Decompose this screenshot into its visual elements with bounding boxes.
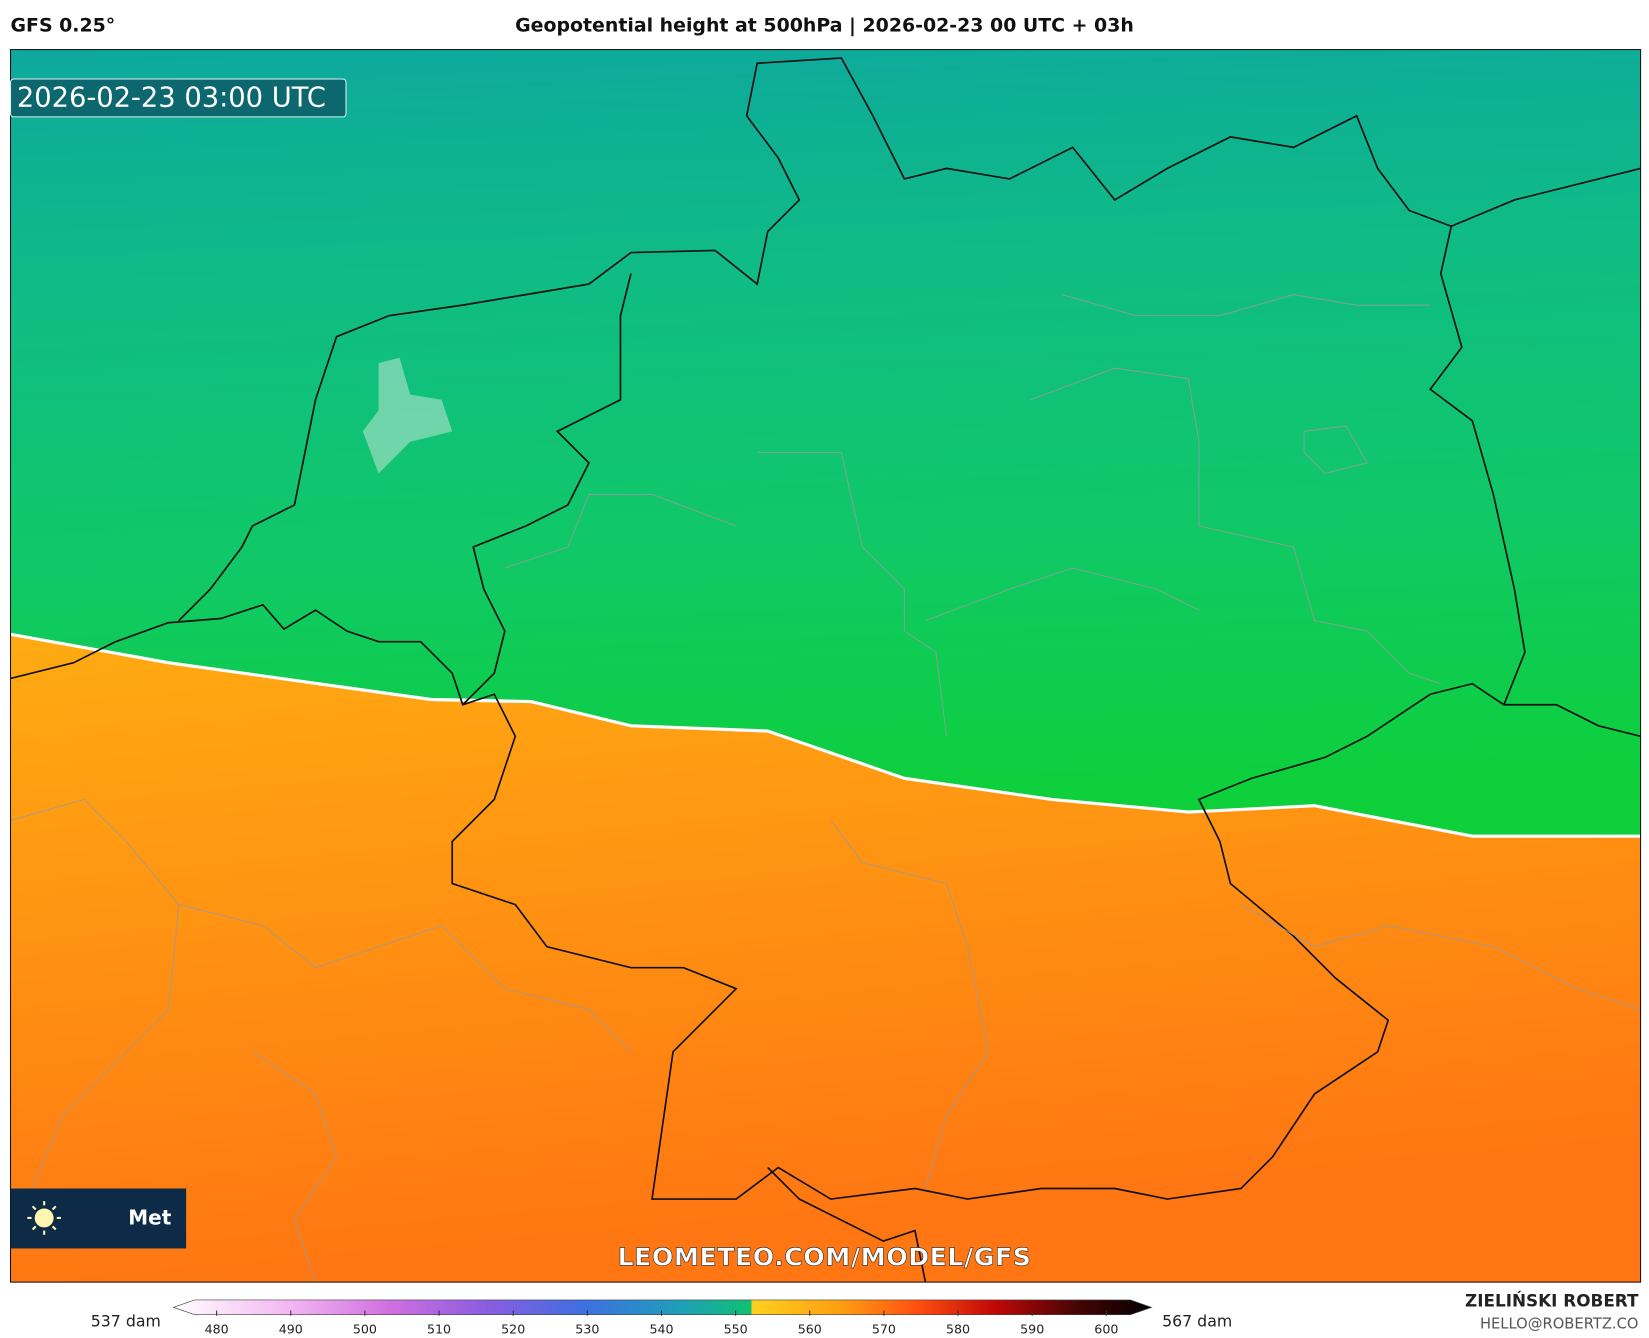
map-title: Geopotential height at 500hPa | 2026-02-… (515, 15, 1134, 37)
colorbar-tick-label: 510 (427, 1322, 451, 1337)
colorbar-tick-label: 520 (501, 1322, 525, 1337)
colorbar-tick-label: 550 (724, 1322, 748, 1337)
model-name: GFS 0.25° (11, 15, 116, 37)
author: ZIELIŃSKI ROBERT (1465, 1289, 1639, 1310)
map (10, 49, 1641, 1283)
colorbar-tick-label: 590 (1020, 1322, 1044, 1337)
colorbar-tick-label: 530 (575, 1322, 599, 1337)
colorbar-tick-label: 480 (205, 1322, 229, 1337)
time-box (9, 78, 347, 118)
colorbar-min-label: 537 dam (91, 1311, 161, 1330)
logo-text: Met (128, 1205, 171, 1229)
colorbar: 537 dam 567 dam 480 490 500 510 520 530 540 550… (91, 1299, 1232, 1337)
colorbar-tick-label: 560 (798, 1322, 822, 1337)
cold-field (10, 49, 1641, 837)
colorbar-tick-label: 540 (649, 1322, 673, 1337)
colorbar-tick-label: 500 (353, 1322, 377, 1337)
colorbar-tick-label: 570 (872, 1322, 896, 1337)
borders (10, 57, 1641, 1283)
colorbar-tick-label: 490 (279, 1322, 303, 1337)
contour-line (10, 632, 1641, 838)
colorbar-tick-label: 600 (1094, 1322, 1118, 1337)
colorbar-ramp (172, 1299, 1153, 1316)
lake (362, 357, 453, 474)
watermark: LEOMETEO.COM/MODEL/GFS (618, 1242, 1032, 1271)
valid-time: 2026-02-23 03:00 UTC (17, 82, 326, 113)
colorbar-max-label: 567 dam (1162, 1311, 1232, 1330)
email: HELLO@ROBERTZ.CO (1480, 1315, 1639, 1332)
regions (10, 294, 1641, 1283)
map-frame (9, 49, 1642, 1283)
logo-sun (34, 1208, 54, 1228)
logo-rays (27, 1201, 61, 1235)
colorbar-tick-label: 580 (946, 1322, 970, 1337)
